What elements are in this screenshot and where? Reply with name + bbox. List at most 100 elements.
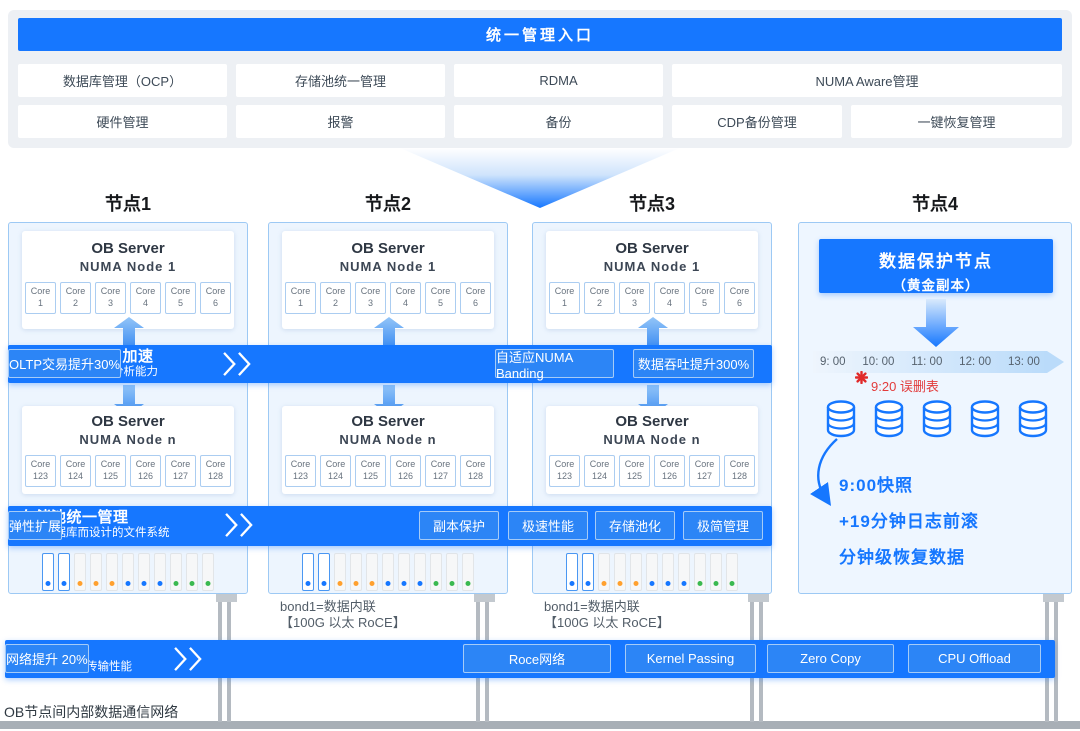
timeline-arrowhead-icon [1047, 351, 1064, 373]
core-box: Core 127 [689, 455, 720, 487]
disk [630, 553, 642, 591]
disk [42, 553, 54, 591]
core-box: Core 2 [320, 282, 351, 314]
up-arrow-icon [114, 317, 144, 347]
numa-node-label: NUMA Node n [603, 432, 701, 447]
golden-copy-label: （黄金副本） [892, 278, 980, 293]
core-box: Core 127 [425, 455, 456, 487]
core-box: Core 6 [724, 282, 755, 314]
timeline-tick: 11: 00 [911, 356, 943, 368]
core-row: Core 1 Core 2 Core 3 Core 4 Core 5 Core … [546, 282, 758, 314]
bond-line1: bond1=数据内联 [544, 599, 640, 614]
database-icon [922, 400, 952, 438]
menu-item-cdp-backup[interactable]: CDP备份管理 [672, 105, 842, 138]
core-box: Core 1 [285, 282, 316, 314]
numa-node-label: NUMA Node 1 [603, 259, 701, 274]
menu-item-rdma[interactable]: RDMA [454, 64, 663, 97]
core-box: Core 125 [355, 455, 386, 487]
feature-tag: Zero Copy [767, 644, 894, 673]
bond-label: bond1=数据内联 【100G 以太 RoCE】 [280, 599, 406, 631]
bond-line1: bond1=数据内联 [280, 599, 376, 614]
disk [186, 553, 198, 591]
feature-tag: CPU Offload [908, 644, 1041, 673]
disk [446, 553, 458, 591]
disk [398, 553, 410, 591]
menu-item-alarm[interactable]: 报警 [236, 105, 445, 138]
disk [566, 553, 578, 591]
core-box: Core 123 [549, 455, 580, 487]
disk-array [269, 553, 507, 591]
disk [430, 553, 442, 591]
disk [382, 553, 394, 591]
numa-node-label: NUMA Node n [79, 432, 177, 447]
node2-title: 节点2 [364, 194, 411, 214]
core-box: Core 2 [584, 282, 615, 314]
menu-item-one-key-restore[interactable]: 一键恢复管理 [851, 105, 1062, 138]
core-box: Core 4 [654, 282, 685, 314]
database-icon [826, 400, 856, 438]
disk [726, 553, 738, 591]
core-box: Core 124 [584, 455, 615, 487]
database-row [825, 399, 1049, 439]
core-box: Core 124 [320, 455, 351, 487]
internal-network-label: OB节点间内部数据通信网络 [4, 704, 179, 720]
core-box: Core 126 [130, 455, 161, 487]
ob-server-box: OB Server NUMA Node 1 Core 1 Core 2 Core… [546, 231, 758, 329]
menu-item-storage-pool[interactable]: 存储池统一管理 [236, 64, 445, 97]
menu-item-ocp[interactable]: 数据库管理（OCP） [18, 64, 227, 97]
feature-tag: Kernel Passing [625, 644, 756, 673]
timeline-tick: 9: 00 [820, 356, 846, 368]
funnel-arrow-icon [400, 148, 680, 208]
menu-item-hardware[interactable]: 硬件管理 [18, 105, 227, 138]
rdma-bar: RDMA 显著提升网络传输性能 Roce网络 Kernel Passing Ze… [5, 640, 1055, 678]
disk [58, 553, 70, 591]
menu-item-backup[interactable]: 备份 [454, 105, 663, 138]
core-box: Core 1 [549, 282, 580, 314]
feature-tag: 极速性能 [508, 511, 588, 540]
core-box: Core 5 [425, 282, 456, 314]
ob-server-box: OB Server NUMA Node 1 Core 1 Core 2 Core… [282, 231, 494, 329]
core-row: Core 123 Core 124 Core 125 Core 126 Core… [22, 455, 234, 487]
disk [462, 553, 474, 591]
core-box: Core 125 [619, 455, 650, 487]
bond-label: bond1=数据内联 【100G 以太 RoCE】 [544, 599, 670, 631]
core-box: Core 128 [724, 455, 755, 487]
ob-server-box: OB Server NUMA Node n Core 123 Core 124 … [546, 406, 758, 494]
core-box: Core 2 [60, 282, 91, 314]
recovery-step: +19分钟日志前滚 [839, 512, 979, 531]
disk [694, 553, 706, 591]
numa-aware-bar: NUMA Aware 加速 显著提升数据加载分析能力 自适应NUMA Bandi… [8, 345, 772, 383]
database-icon [874, 400, 904, 438]
feature-tag: Roce网络 [463, 644, 611, 673]
disk [302, 553, 314, 591]
data-protection-header: 数据保护节点 （黄金副本） [819, 239, 1053, 293]
disk [90, 553, 102, 591]
node1-panel: OB Server NUMA Node 1 Core 1 Core 2 Core… [8, 222, 248, 594]
incident-label: 9:20 误删表 [871, 379, 939, 394]
ob-server-box: OB Server NUMA Node n Core 123 Core 124 … [22, 406, 234, 494]
menu-grid: 数据库管理（OCP） 存储池统一管理 RDMA NUMA Aware管理 硬件管… [18, 64, 1062, 138]
up-arrow-icon [638, 317, 668, 347]
node4-title: 节点4 [911, 194, 958, 214]
disk [582, 553, 594, 591]
core-box: Core 3 [355, 282, 386, 314]
network-bus-bar [0, 721, 1080, 729]
node3-title: 节点3 [628, 194, 675, 214]
feature-tag: OLTP交易提升30% [8, 349, 122, 378]
ob-server-box: OB Server NUMA Node 1 Core 1 Core 2 Core… [22, 231, 234, 329]
feature-tag: 自适应NUMA Banding [495, 349, 614, 381]
feature-tag: 数据吞吐提升300% [633, 349, 754, 378]
menu-item-numa-aware[interactable]: NUMA Aware管理 [672, 64, 1062, 97]
double-chevron-icon [225, 513, 253, 537]
timeline-tick: 10: 00 [862, 356, 895, 368]
double-chevron-icon [174, 647, 202, 671]
numa-node-label: NUMA Node 1 [79, 259, 177, 274]
core-box: Core 4 [390, 282, 421, 314]
core-box: Core 4 [130, 282, 161, 314]
disk [710, 553, 722, 591]
recovery-step: 分钟级恢复数据 [839, 548, 965, 567]
disk [366, 553, 378, 591]
disk [122, 553, 134, 591]
timeline-tick: 12: 00 [959, 356, 992, 368]
